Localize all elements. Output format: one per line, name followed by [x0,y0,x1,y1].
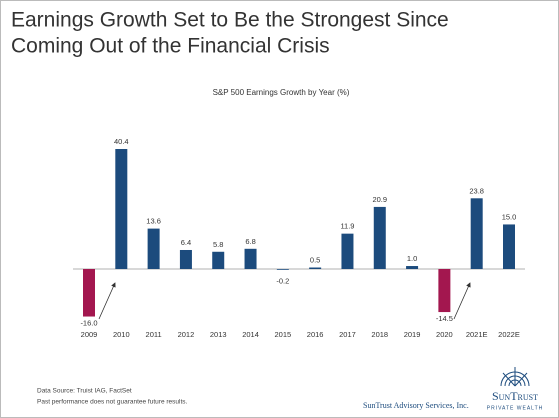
x-tick-label: 2010 [113,330,130,339]
value-label: 5.8 [213,240,223,249]
value-label: -16.0 [80,319,97,328]
x-tick-label: 2017 [339,330,356,339]
x-tick-label: 2021E [466,330,488,339]
x-tick-label: 2012 [178,330,195,339]
chart-title: S&P 500 Earnings Growth by Year (%) [213,88,350,97]
bar [470,198,483,269]
bar [373,206,386,269]
x-tick-label: 2018 [371,330,388,339]
bar [83,269,95,317]
value-label: -14.5 [436,314,453,323]
bar [244,248,257,269]
value-label: 11.9 [340,222,354,231]
bar [309,267,322,269]
company: SunTrust Advisory Services, Inc. [363,401,469,410]
disclaimer: Past performance does not guarantee futu… [37,399,188,406]
bar [276,269,289,270]
x-tick-label: 2022E [498,330,520,339]
x-tick-label: 2013 [210,330,227,339]
value-label: 1.0 [407,254,417,263]
headline: Coming Out of the Financial Crisis [11,35,330,58]
value-label: 13.6 [146,217,161,226]
value-label: 23.8 [469,186,484,195]
value-label: 6.8 [245,237,255,246]
value-label: 6.4 [181,238,191,247]
value-label: -0.2 [276,277,289,286]
bar [406,266,419,269]
x-tick-label: 2014 [242,330,259,339]
arrow [98,282,116,320]
value-label: 0.5 [310,255,320,264]
x-tick-label: 2019 [404,330,421,339]
logo: SunTrust [492,389,538,403]
x-tick-label: 2009 [81,330,98,339]
x-tick-label: 2016 [307,330,324,339]
x-tick-label: 2015 [275,330,292,339]
arrow [453,282,471,320]
value-label: 40.4 [114,137,129,146]
bar [212,251,225,269]
bar [179,249,192,269]
logo-mark [500,367,530,387]
x-tick-label: 2020 [436,330,453,339]
logo-sub: PRIVATE WEALTH [487,405,544,411]
bar [341,233,354,269]
bar [438,269,451,313]
bar [503,224,515,269]
value-label: 20.9 [372,195,387,204]
bar [147,228,160,269]
value-label: 15.0 [502,212,517,221]
bar [115,149,128,269]
headline: Earnings Growth Set to Be the Strongest … [11,9,449,32]
source: Data Source: Truist IAG, FactSet [37,388,132,395]
x-tick-label: 2011 [146,330,162,339]
